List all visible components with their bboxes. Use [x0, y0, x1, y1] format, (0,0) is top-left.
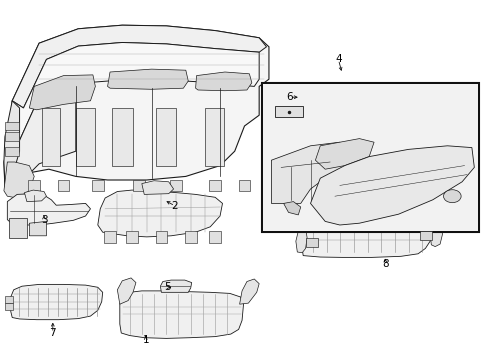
- Polygon shape: [12, 25, 266, 108]
- Text: 3: 3: [41, 215, 47, 225]
- Polygon shape: [142, 181, 173, 194]
- Polygon shape: [76, 108, 95, 166]
- Polygon shape: [4, 101, 20, 184]
- Polygon shape: [310, 146, 473, 225]
- Polygon shape: [5, 132, 19, 141]
- Polygon shape: [271, 142, 349, 203]
- Polygon shape: [24, 190, 46, 202]
- Circle shape: [443, 190, 460, 203]
- Text: 7: 7: [49, 328, 56, 338]
- Polygon shape: [5, 122, 19, 130]
- Polygon shape: [28, 180, 40, 191]
- Polygon shape: [295, 229, 306, 253]
- Polygon shape: [315, 139, 373, 169]
- Polygon shape: [184, 231, 196, 243]
- Polygon shape: [209, 231, 221, 243]
- Polygon shape: [120, 291, 243, 338]
- Text: 1: 1: [142, 335, 149, 345]
- Polygon shape: [58, 180, 69, 191]
- Polygon shape: [170, 180, 182, 191]
- Polygon shape: [209, 180, 221, 191]
- Polygon shape: [155, 231, 167, 243]
- Polygon shape: [104, 231, 116, 243]
- Polygon shape: [133, 180, 145, 191]
- Polygon shape: [117, 278, 136, 304]
- Polygon shape: [5, 296, 13, 303]
- Text: 5: 5: [164, 282, 171, 292]
- Polygon shape: [107, 69, 188, 89]
- Polygon shape: [429, 226, 442, 247]
- Text: 6: 6: [286, 92, 293, 102]
- Polygon shape: [41, 108, 60, 166]
- Polygon shape: [160, 280, 191, 292]
- Text: 2: 2: [171, 201, 178, 211]
- Polygon shape: [12, 42, 259, 144]
- Polygon shape: [11, 284, 102, 320]
- Polygon shape: [4, 25, 268, 187]
- Polygon shape: [29, 221, 46, 236]
- Polygon shape: [195, 72, 251, 91]
- Polygon shape: [98, 190, 222, 237]
- Polygon shape: [9, 218, 27, 238]
- Polygon shape: [29, 75, 95, 110]
- Polygon shape: [126, 231, 138, 243]
- Polygon shape: [302, 221, 432, 257]
- Polygon shape: [238, 180, 250, 191]
- Polygon shape: [275, 106, 303, 117]
- Polygon shape: [12, 84, 76, 184]
- Polygon shape: [239, 279, 259, 304]
- Text: 8: 8: [381, 258, 388, 269]
- Polygon shape: [5, 147, 19, 156]
- Text: 4: 4: [334, 54, 341, 64]
- Polygon shape: [283, 202, 300, 215]
- Polygon shape: [4, 162, 34, 198]
- Polygon shape: [205, 108, 224, 166]
- Polygon shape: [5, 303, 13, 310]
- Polygon shape: [7, 194, 90, 225]
- Polygon shape: [305, 238, 317, 247]
- Bar: [263, 84, 477, 231]
- Bar: [261, 83, 478, 232]
- Polygon shape: [419, 231, 431, 240]
- Polygon shape: [112, 108, 133, 166]
- Polygon shape: [156, 108, 176, 166]
- Polygon shape: [92, 180, 103, 191]
